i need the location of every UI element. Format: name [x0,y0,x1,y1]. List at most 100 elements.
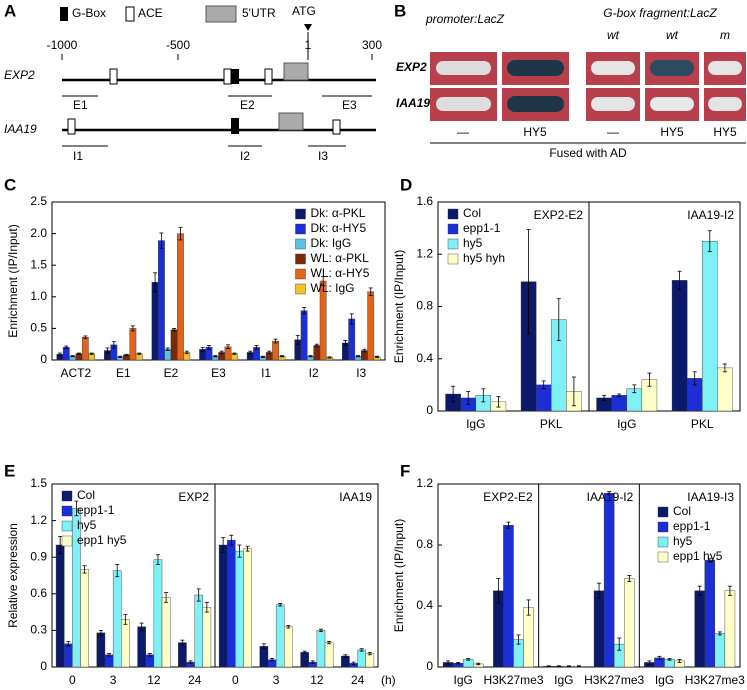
bar [151,282,159,361]
legend-label: epp1 hy5 [77,533,127,547]
legend-swatch [447,223,459,235]
y-tick-label: 0 [426,659,433,673]
error-bar [204,601,209,613]
error-bar [597,582,602,599]
error-bar [647,660,652,665]
legend-swatch [657,536,669,548]
legend-swatch [295,238,306,250]
error-bar [273,338,278,344]
error-bar [692,371,697,386]
bar [611,395,627,412]
legend-label: epp1-1 [673,519,711,533]
error-bar [516,634,521,645]
bar [671,280,688,412]
x-tick-label: I2 [309,366,319,380]
error-bar [164,592,169,603]
chart: 0 0.3 0.6 0.9 1.2 1.5 Relative expression 0 3 12 2… [6,476,396,687]
legend-label: hy5 [673,534,693,548]
error-bar [362,348,367,353]
error-bar [261,643,266,650]
bar [284,626,293,668]
error-bar [466,391,471,405]
legend-label: epp1-1 [77,503,115,517]
legend-label: epp1 hy5 [673,549,723,563]
error-bar [124,353,129,356]
panel-b: promoter:LacZ G-box fragment:LacZ wt wt … [396,6,746,160]
error-bar [130,325,135,332]
y-tick-label: 0.3 [30,623,47,637]
error-bar [237,544,242,558]
bar [112,570,122,668]
error-bar [707,230,712,253]
error-bar [98,630,103,636]
bar [275,604,285,668]
scale-label: 300 [362,38,382,52]
column-header: m [720,28,730,42]
x-tick-label: I3 [356,366,366,380]
x-tick-label: E3 [211,366,226,380]
x-tick-label: PKL [691,417,714,431]
error-bar [184,350,189,355]
assay-images [430,52,746,121]
legend-label: Col [463,206,481,220]
bar [202,607,212,668]
y-tick-label: 0.4 [416,598,433,612]
ace-box [67,118,76,135]
y-tick-label: 2.5 [30,194,47,208]
ace-box [223,68,232,85]
chart: 0 0.4 0.8 1.2 Enrichment (IP/Input) IgG H3K27m… [392,476,745,687]
group-header: promoter:LacZ [425,12,505,26]
error-bar [213,355,218,358]
error-bar [677,658,682,663]
error-bar [571,376,576,407]
group-label: IAA19-I2 [687,208,734,222]
group-label: IAA19-I3 [687,490,734,504]
error-bar [310,660,315,664]
fragment-label: E2 [240,98,255,112]
legend-label: hy5 [77,518,97,532]
error-bar [221,537,226,553]
legend-swatch [295,268,306,280]
y-tick-label: 1.2 [416,246,433,260]
panel-label: E [4,461,15,480]
atg-arrow [304,24,312,31]
legend-label: epp1-1 [463,221,501,235]
group-header: G-box fragment:LacZ [603,6,717,20]
error-bar [232,352,237,355]
bar [104,654,114,668]
bar [624,578,635,668]
error-bar [245,545,250,552]
error-bar [267,350,272,355]
x-tick-label: 24 [188,673,202,687]
legend-label: ACE [138,6,163,20]
legend-label: Dk: α-HY5 [311,221,367,235]
legend-label: hy5 [463,236,483,250]
legend-label: Col [673,504,691,518]
error-bar [270,658,275,662]
bar [235,550,244,668]
effector-label: — [457,125,469,139]
x-tick-label: 0 [232,673,239,687]
y-tick-label: 0 [426,403,433,417]
y-tick-label: 0 [40,352,47,366]
error-bar [496,578,501,604]
error-bar [446,660,451,665]
error-bar [368,287,373,296]
legend-swatch [295,283,306,295]
error-bar [476,662,481,666]
gbox-box [231,118,239,134]
x-tick-label: H3K27me3 [483,673,543,687]
bar [62,347,70,361]
y-tick-label: 2.0 [30,226,47,240]
y-tick-label: 0.9 [30,549,47,563]
error-bar [632,384,637,394]
error-bar [302,307,307,315]
chart: 0 0.4 0.8 1.2 1.6 Enrichment (IP/Input) IgG PKL… [392,194,741,431]
bar [324,642,334,668]
error-bar [546,665,551,668]
error-bar [351,661,356,665]
fragment-label: I3 [318,149,328,163]
error-bar [727,585,732,596]
error-bar [647,372,652,387]
